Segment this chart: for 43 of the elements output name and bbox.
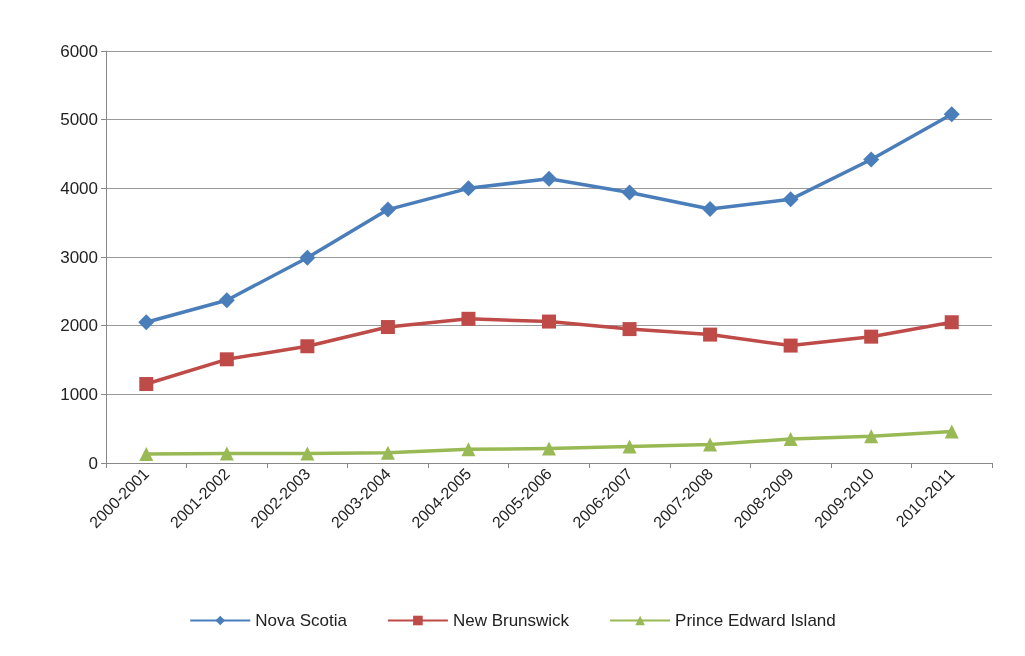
y-tick-label: 6000: [60, 41, 98, 61]
y-tick-label: 1000: [60, 384, 98, 404]
point: [864, 329, 879, 344]
legend-label: Nova Scotia: [255, 611, 348, 630]
point: [139, 447, 154, 462]
point: [299, 249, 316, 266]
y-tick-label: 0: [88, 453, 98, 473]
point: [621, 184, 638, 201]
point: [461, 442, 476, 457]
point: [380, 445, 395, 460]
point: [460, 180, 477, 197]
point: [782, 191, 799, 208]
point: [944, 315, 959, 330]
point: [702, 200, 719, 217]
y-tick-label: 2000: [60, 316, 98, 336]
point: [703, 327, 718, 342]
y-tick-label: 5000: [60, 110, 98, 130]
point: [783, 431, 798, 446]
point: [219, 446, 234, 461]
point: [218, 292, 235, 309]
point: [379, 201, 396, 218]
point: [300, 339, 315, 354]
point: [943, 106, 960, 123]
point: [703, 437, 718, 452]
point: [622, 439, 637, 454]
point: [944, 424, 959, 439]
point: [138, 314, 155, 331]
point: [219, 352, 234, 367]
point: [139, 377, 154, 392]
point: [300, 446, 315, 461]
point: [863, 151, 880, 168]
point: [461, 311, 476, 326]
point: [541, 170, 557, 187]
point: [380, 320, 395, 335]
y-tick-label: 3000: [60, 247, 98, 267]
point: [622, 322, 637, 337]
y-tick-label: 4000: [60, 178, 98, 198]
point: [542, 314, 556, 329]
point: [542, 441, 556, 456]
legend-label: Prince Edward Island: [675, 611, 836, 630]
legend-label: New Brunswick: [452, 611, 570, 630]
point: [864, 429, 879, 444]
point: [783, 338, 798, 353]
